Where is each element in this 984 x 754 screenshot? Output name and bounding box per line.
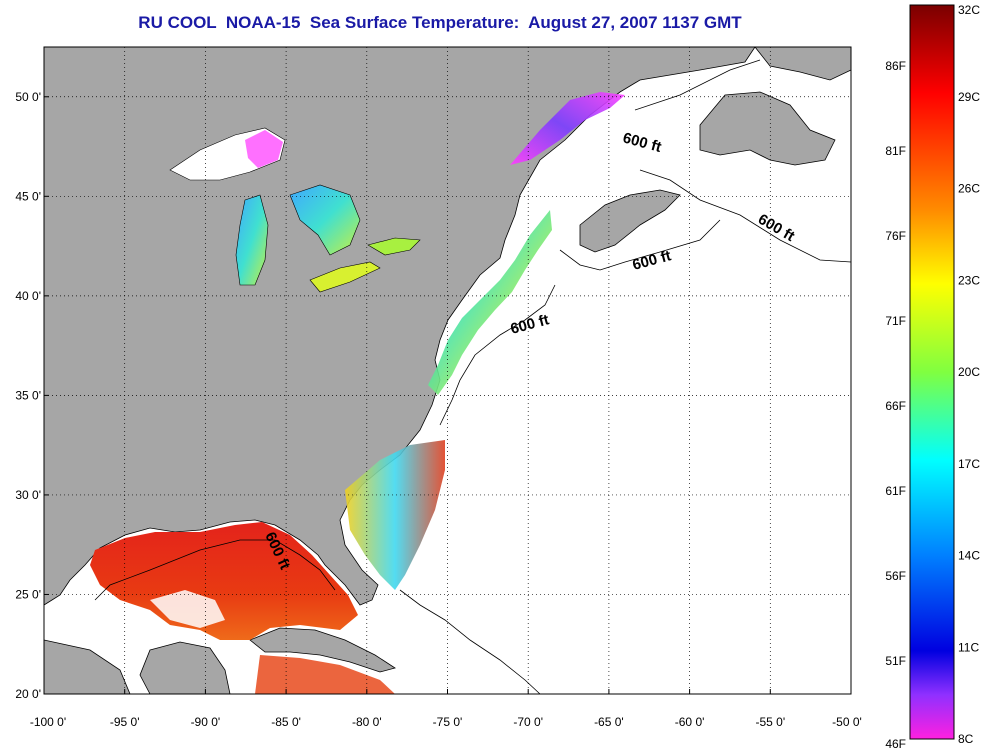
gulf-of-mexico-sst bbox=[90, 522, 358, 640]
colorbar-celsius-label: 23C bbox=[958, 273, 980, 287]
latitude-ticks: 50 0' 45 0' 40 0' 35 0' 30 0' 25 0' 20 0' bbox=[15, 90, 49, 701]
colorbar-fahrenheit-label: 81F bbox=[885, 144, 906, 158]
lon-tick-label: -90 0' bbox=[191, 715, 221, 729]
lon-tick-label: -65 0' bbox=[594, 715, 624, 729]
colorbar-celsius-label: 17C bbox=[958, 457, 980, 471]
colorbar-fahrenheit-label: 51F bbox=[885, 654, 906, 668]
colorbar-fahrenheit-label: 71F bbox=[885, 314, 906, 328]
caribbean-sst bbox=[255, 655, 395, 694]
lat-tick-label: 40 0' bbox=[15, 289, 41, 303]
contour-600ft-grandbanks bbox=[559, 219, 721, 271]
map-grid bbox=[44, 47, 851, 694]
gulf-stream-sst bbox=[345, 440, 445, 590]
lon-tick-label: -50 0' bbox=[832, 715, 862, 729]
stlawrence-sst bbox=[510, 92, 625, 165]
lake-superior-sst bbox=[245, 130, 283, 168]
contour-600ft-midatlantic bbox=[439, 284, 556, 426]
lake-huron bbox=[289, 184, 361, 256]
colorbar-fahrenheit-labels: 86F 81F 76F 71F 66F 61F 56F 51F 46F bbox=[885, 59, 906, 751]
colorbar-fahrenheit-label: 66F bbox=[885, 399, 906, 413]
colorbar-celsius-labels: 32C 29C 26C 23C 20C 17C 14C 11C 8C bbox=[958, 3, 980, 746]
lon-tick-label: -70 0' bbox=[513, 715, 543, 729]
lake-michigan bbox=[235, 194, 269, 286]
atlantic-coast-sst bbox=[428, 210, 552, 395]
colorbar-celsius-label: 29C bbox=[958, 90, 980, 104]
lon-tick-label: -60 0' bbox=[675, 715, 705, 729]
colorbar-fahrenheit-label: 56F bbox=[885, 569, 906, 583]
colorbar-celsius-label: 32C bbox=[958, 3, 980, 17]
colorbar-celsius-label: 8C bbox=[958, 732, 974, 746]
lat-tick-label: 35 0' bbox=[15, 388, 41, 402]
lon-tick-label: -85 0' bbox=[271, 715, 301, 729]
lon-tick-label: -95 0' bbox=[110, 715, 140, 729]
gulf-cloud-gap bbox=[150, 590, 225, 628]
lat-tick-label: 25 0' bbox=[15, 587, 41, 601]
lat-tick-label: 45 0' bbox=[15, 189, 41, 203]
colorbar-gradient bbox=[909, 4, 955, 740]
lake-ontario bbox=[367, 237, 421, 256]
contour-600ft-newfoundland bbox=[634, 59, 852, 263]
colorbar-fahrenheit-label: 46F bbox=[885, 737, 906, 751]
colorbar-celsius-label: 14C bbox=[958, 549, 980, 563]
colorbar-fahrenheit-label: 61F bbox=[885, 484, 906, 498]
lake-erie bbox=[309, 261, 381, 293]
colorbar-celsius-label: 20C bbox=[958, 365, 980, 379]
lat-tick-label: 50 0' bbox=[15, 90, 41, 104]
colorbar-fahrenheit-label: 76F bbox=[885, 229, 906, 243]
colorbar-celsius-label: 11C bbox=[958, 640, 979, 654]
longitude-ticks: -100 0' -95 0' -90 0' -85 0' -80 0' -75 0' -70… bbox=[30, 689, 862, 729]
contour-600ft-bahamas bbox=[399, 589, 541, 695]
lon-tick-label: -55 0' bbox=[755, 715, 785, 729]
lon-tick-label: -100 0' bbox=[30, 715, 66, 729]
map-title: RU COOL NOAA-15 Sea Surface Temperature:… bbox=[138, 13, 742, 32]
colorbar-fahrenheit-label: 86F bbox=[885, 59, 906, 73]
lon-tick-label: -75 0' bbox=[433, 715, 463, 729]
land-yucatan bbox=[139, 641, 231, 695]
lat-tick-label: 20 0' bbox=[15, 687, 41, 701]
lon-tick-label: -80 0' bbox=[352, 715, 382, 729]
land-nova-scotia bbox=[579, 189, 681, 253]
land-newfoundland bbox=[699, 91, 836, 166]
colorbar-celsius-label: 26C bbox=[958, 182, 980, 196]
lat-tick-label: 30 0' bbox=[15, 488, 41, 502]
contour-600ft-gulf bbox=[94, 539, 336, 601]
